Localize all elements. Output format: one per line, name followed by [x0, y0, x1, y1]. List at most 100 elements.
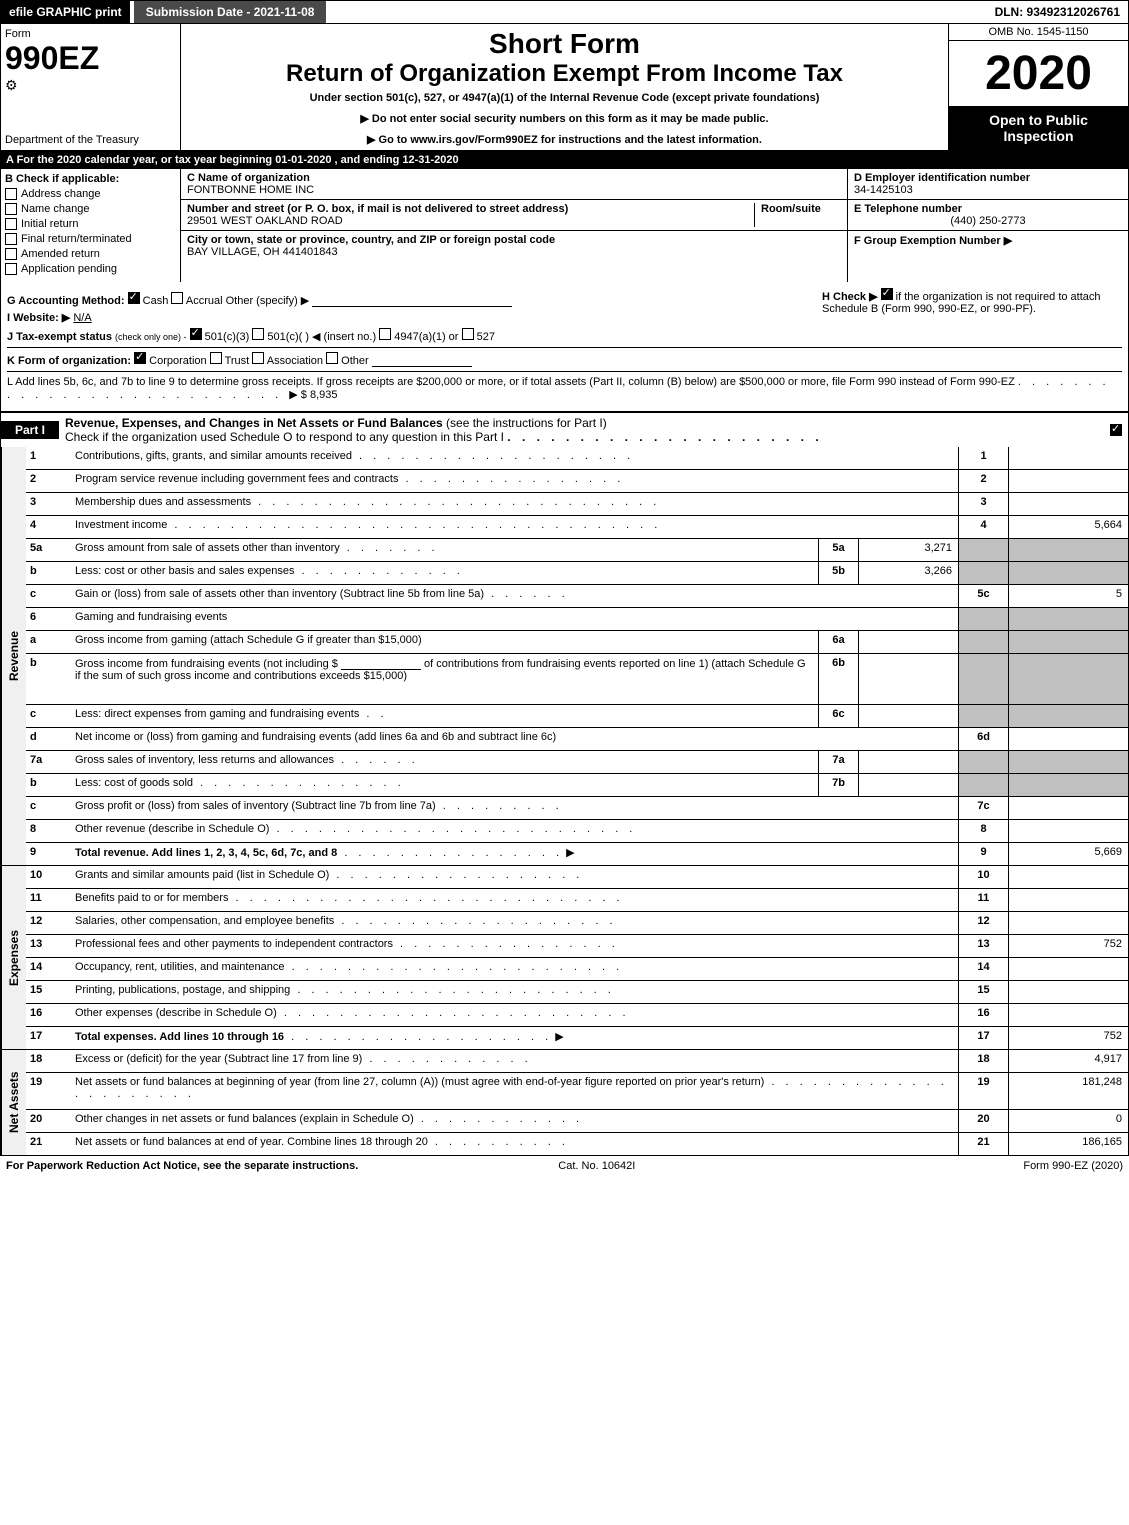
gross-receipts-value: 8,935: [310, 389, 338, 401]
header-center: Short Form Return of Organization Exempt…: [181, 24, 948, 150]
line-7b: b Less: cost of goods sold . . . . . . .…: [26, 773, 1128, 796]
form-number: 990EZ: [5, 40, 176, 77]
box-i-label: I Website: ▶: [7, 312, 70, 324]
checkbox-name-change[interactable]: Name change: [5, 203, 176, 215]
checkbox-initial-return[interactable]: Initial return: [5, 218, 176, 230]
checkbox-address-change[interactable]: Address change: [5, 188, 176, 200]
line-3-value: [1008, 493, 1128, 515]
checkbox-amended-return[interactable]: Amended return: [5, 248, 176, 260]
paperwork-notice: For Paperwork Reduction Act Notice, see …: [6, 1160, 358, 1172]
box-b: B Check if applicable: Address change Na…: [1, 169, 181, 282]
line-3: 3 Membership dues and assessments . . . …: [26, 492, 1128, 515]
line-5a-value: 3,271: [858, 539, 958, 561]
6b-contributions-blank[interactable]: [341, 657, 421, 670]
line-15: 15 Printing, publications, postage, and …: [26, 980, 1128, 1003]
net-assets-section: Net Assets 18 Excess or (deficit) for th…: [0, 1050, 1129, 1156]
org-name: FONTBONNE HOME INC: [187, 184, 314, 196]
line-6a: a Gross income from gaming (attach Sched…: [26, 630, 1128, 653]
street-label: Number and street (or P. O. box, if mail…: [187, 203, 568, 215]
line-13: 13 Professional fees and other payments …: [26, 934, 1128, 957]
line-1-value: [1008, 447, 1128, 469]
corp-checkbox[interactable]: [134, 352, 146, 364]
group-exemption-label: F Group Exemption Number ▶: [854, 235, 1012, 247]
tax-year-bar: A For the 2020 calendar year, or tax yea…: [0, 151, 1129, 169]
line-6b-value: [858, 654, 958, 704]
phone-value: (440) 250-2773: [854, 215, 1122, 227]
org-name-label: C Name of organization: [187, 172, 310, 184]
line-17-value: 752: [1008, 1027, 1128, 1049]
department: Department of the Treasury: [5, 134, 176, 146]
expenses-section: Expenses 10 Grants and similar amounts p…: [0, 866, 1129, 1050]
line-20-value: 0: [1008, 1110, 1128, 1132]
info-right: D Employer identification number 34-1425…: [848, 169, 1128, 282]
line-7c: c Gross profit or (loss) from sales of i…: [26, 796, 1128, 819]
website-value: N/A: [73, 312, 91, 324]
box-e: E Telephone number (440) 250-2773: [848, 200, 1128, 231]
line-19: 19 Net assets or fund balances at beginn…: [26, 1072, 1128, 1109]
other-org-checkbox[interactable]: [326, 352, 338, 364]
checkbox-final-return[interactable]: Final return/terminated: [5, 233, 176, 245]
assoc-checkbox[interactable]: [252, 352, 264, 364]
line-4: 4 Investment income . . . . . . . . . . …: [26, 515, 1128, 538]
line-6d: d Net income or (loss) from gaming and f…: [26, 727, 1128, 750]
line-2-value: [1008, 470, 1128, 492]
line-18-value: 4,917: [1008, 1050, 1128, 1072]
line-7b-value: [858, 774, 958, 796]
box-j: J Tax-exempt status (check only one) - 5…: [7, 328, 1122, 343]
line-7a-value: [858, 751, 958, 773]
line-11: 11 Benefits paid to or for members . . .…: [26, 888, 1128, 911]
other-specify-blank[interactable]: [312, 294, 512, 307]
box-k-label: K Form of organization:: [7, 355, 131, 367]
org-name-row: C Name of organization FONTBONNE HOME IN…: [181, 169, 847, 200]
box-g-label: G Accounting Method:: [7, 295, 125, 307]
box-b-label: B Check if applicable:: [5, 173, 176, 185]
line-12: 12 Salaries, other compensation, and emp…: [26, 911, 1128, 934]
4947-checkbox[interactable]: [379, 328, 391, 340]
527-checkbox[interactable]: [462, 328, 474, 340]
accrual-checkbox[interactable]: [171, 292, 183, 304]
part1-schedule-o-checkbox[interactable]: [1110, 424, 1122, 436]
box-j-label: J Tax-exempt status: [7, 331, 112, 343]
checkbox-application-pending[interactable]: Application pending: [5, 263, 176, 275]
line-17: 17 Total expenses. Add lines 10 through …: [26, 1026, 1128, 1049]
line-6c-value: [858, 705, 958, 727]
ssn-warning: ▶ Do not enter social security numbers o…: [185, 112, 944, 125]
line-12-value: [1008, 912, 1128, 934]
line-9-value: 5,669: [1008, 843, 1128, 865]
revenue-sidebar: Revenue: [1, 447, 26, 865]
501c3-checkbox[interactable]: [190, 328, 202, 340]
box-d: D Employer identification number 34-1425…: [848, 169, 1128, 200]
net-assets-sidebar: Net Assets: [1, 1050, 26, 1155]
501c-checkbox[interactable]: [252, 328, 264, 340]
line-14: 14 Occupancy, rent, utilities, and maint…: [26, 957, 1128, 980]
cash-checkbox[interactable]: [128, 292, 140, 304]
line-5c: c Gain or (loss) from sale of assets oth…: [26, 584, 1128, 607]
under-section: Under section 501(c), 527, or 4947(a)(1)…: [185, 92, 944, 104]
line-8-value: [1008, 820, 1128, 842]
part-1-title: Revenue, Expenses, and Changes in Net As…: [59, 413, 829, 447]
top-bar: efile GRAPHIC print Submission Date - 20…: [0, 0, 1129, 24]
part-1-header: Part I Revenue, Expenses, and Changes in…: [0, 412, 1129, 447]
cat-number: Cat. No. 10642I: [558, 1160, 635, 1172]
form-version: Form 990-EZ (2020): [1023, 1160, 1123, 1172]
form-label: Form: [5, 28, 176, 40]
other-org-blank[interactable]: [372, 354, 472, 367]
header-left: Form 990EZ ⚙ Department of the Treasury: [1, 24, 181, 150]
org-city: BAY VILLAGE, OH 441401843: [187, 246, 338, 258]
box-c: C Name of organization FONTBONNE HOME IN…: [181, 169, 848, 282]
efile-label: efile GRAPHIC print: [1, 1, 130, 23]
line-10-value: [1008, 866, 1128, 888]
tax-year: 2020: [949, 41, 1128, 106]
line-2: 2 Program service revenue including gove…: [26, 469, 1128, 492]
box-h-checkbox[interactable]: [881, 288, 893, 300]
trust-checkbox[interactable]: [210, 352, 222, 364]
line-5b-value: 3,266: [858, 562, 958, 584]
line-11-value: [1008, 889, 1128, 911]
line-14-value: [1008, 958, 1128, 980]
org-street: 29501 WEST OAKLAND ROAD: [187, 215, 343, 227]
form-header: Form 990EZ ⚙ Department of the Treasury …: [0, 24, 1129, 151]
line-6: 6 Gaming and fundraising events: [26, 607, 1128, 630]
return-title: Return of Organization Exempt From Incom…: [185, 60, 944, 88]
line-6a-value: [858, 631, 958, 653]
goto-link[interactable]: ▶ Go to www.irs.gov/Form990EZ for instru…: [185, 133, 944, 146]
